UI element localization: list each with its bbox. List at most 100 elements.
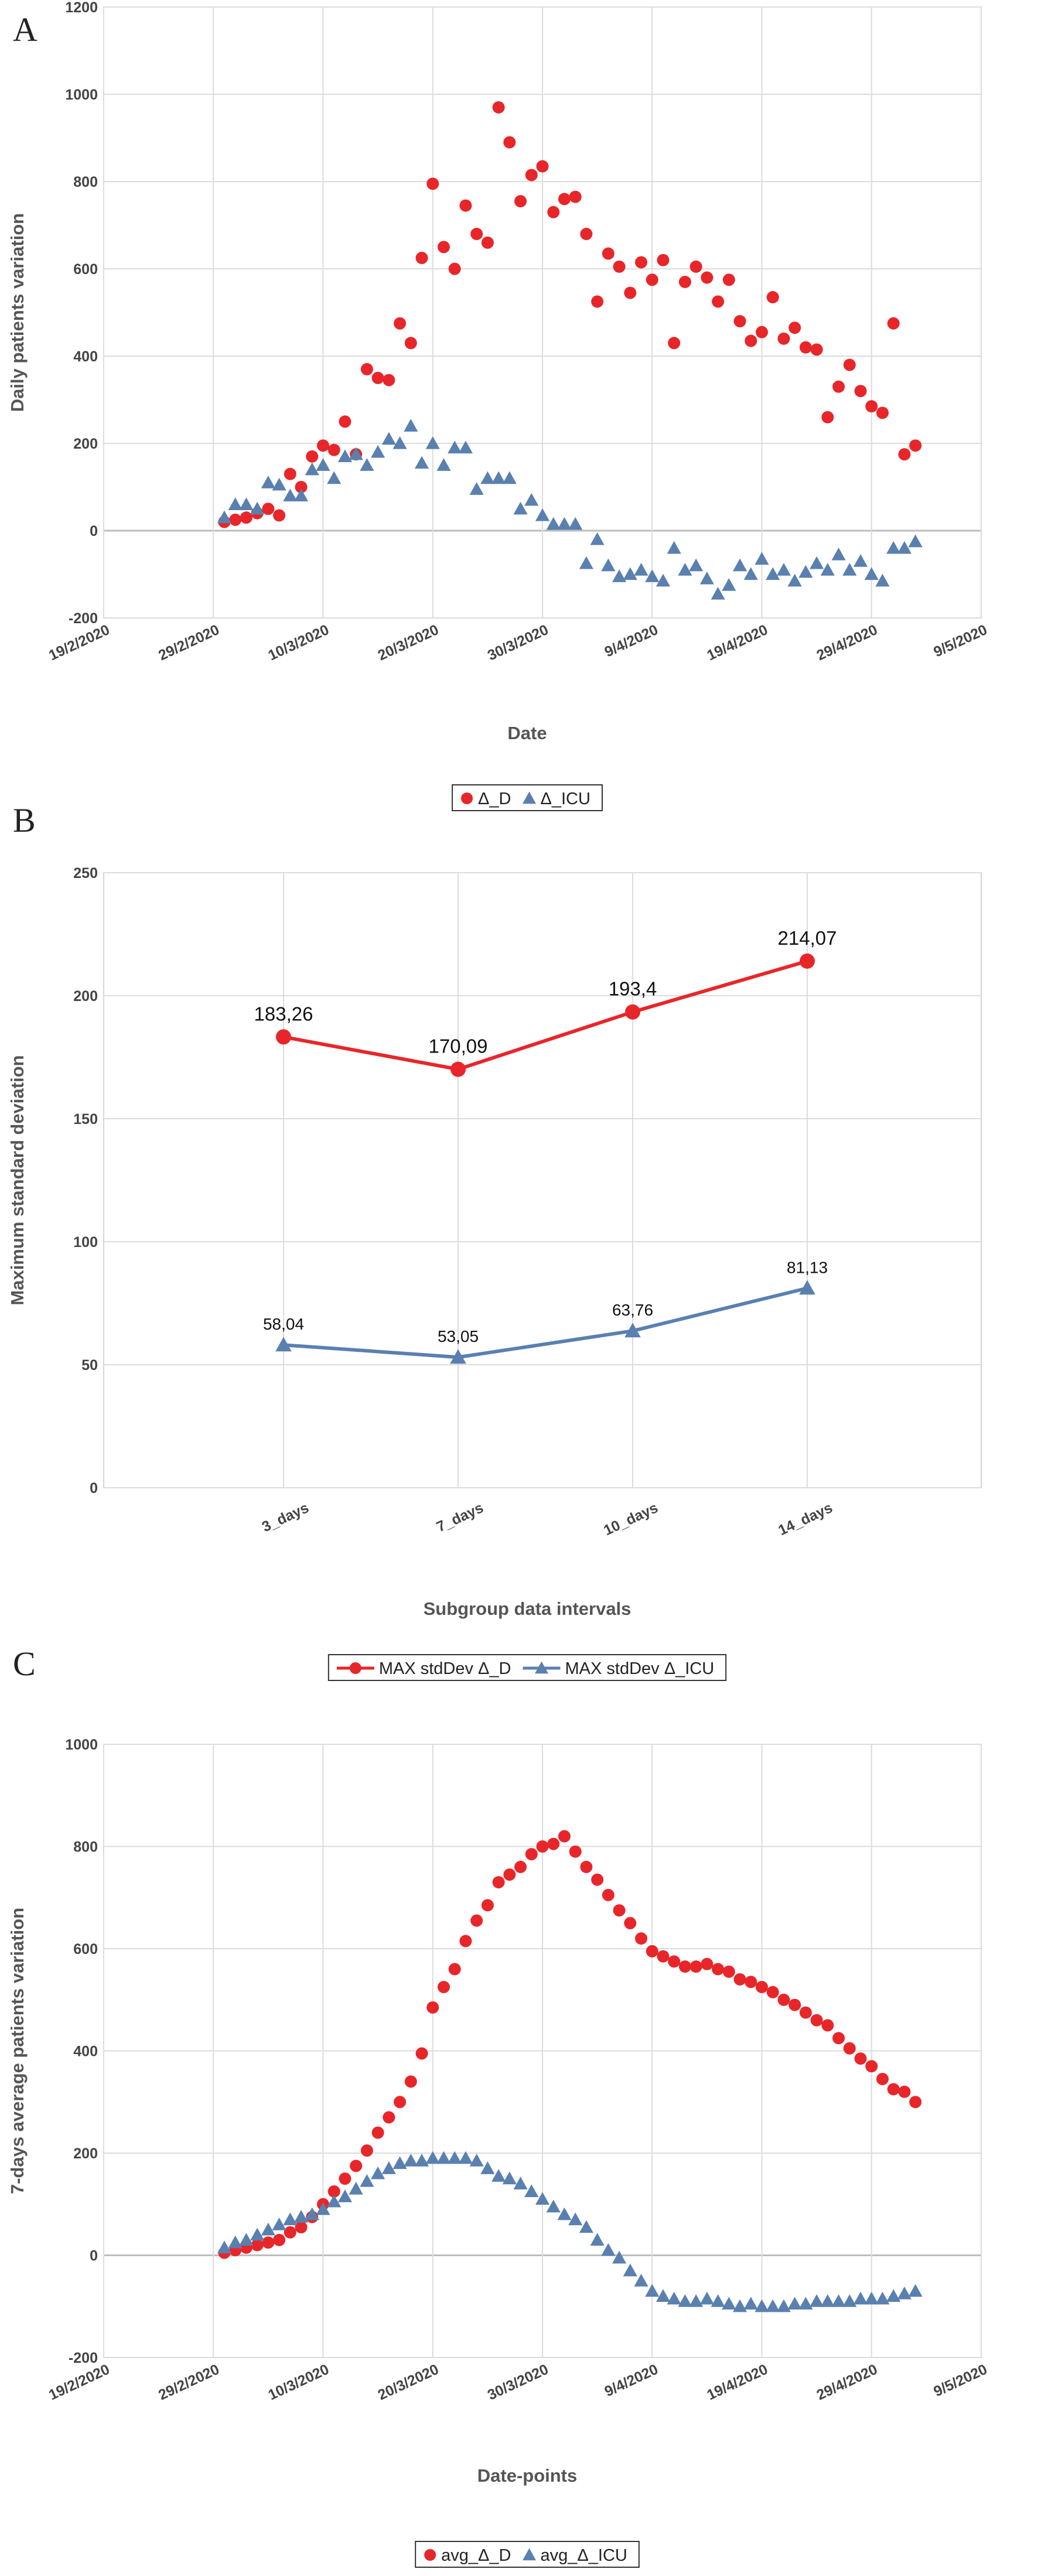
- data-point-triangle: [392, 436, 407, 449]
- data-point-triangle: [579, 2220, 593, 2233]
- data-point: [306, 450, 319, 463]
- x-tick-label: 29/2/2020: [156, 2361, 222, 2403]
- data-point-triangle: [886, 541, 901, 554]
- data-point-triangle: [853, 554, 868, 567]
- data-point-triangle: [743, 2297, 758, 2310]
- data-point-triangle: [381, 432, 396, 445]
- y-axis-title: Daily patients variation: [7, 213, 28, 412]
- data-point: [701, 1957, 714, 1970]
- data-point: [712, 295, 725, 308]
- data-point: [876, 2072, 889, 2085]
- data-label: 214,07: [778, 927, 837, 949]
- data-point: [514, 195, 527, 208]
- x-tick-label: 29/4/2020: [814, 2361, 880, 2403]
- series-line: [283, 1286, 808, 1359]
- data-point-triangle: [667, 541, 681, 554]
- data-point-triangle: [820, 2294, 835, 2307]
- data-point-triangle: [316, 2202, 330, 2215]
- data-point: [591, 295, 604, 308]
- panel-a-letter: A: [13, 11, 37, 49]
- data-point: [712, 1963, 725, 1976]
- data-point-triangle: [810, 2294, 824, 2307]
- data-point-triangle: [678, 562, 692, 576]
- data-point-triangle: [448, 2151, 462, 2164]
- y-tick-label: 0: [90, 523, 98, 539]
- plot-area: [103, 872, 982, 1488]
- data-point-triangle: [316, 458, 330, 471]
- x-tick-label: 10_days: [601, 1499, 660, 1539]
- data-point-triangle: [699, 2291, 714, 2305]
- x-tick-label: 30/3/2020: [485, 2361, 551, 2403]
- data-label: 170,09: [429, 1036, 488, 1057]
- data-point: [777, 1993, 790, 2006]
- legend-marker-triangle: [535, 1661, 548, 1674]
- data-point: [547, 1837, 560, 1850]
- data-point-triangle: [327, 2194, 342, 2208]
- legend-marker-triangle: [523, 2548, 536, 2561]
- data-point-triangle: [337, 2189, 353, 2202]
- legend: Δ_D Δ_ICU: [452, 784, 603, 811]
- data-point: [799, 2006, 812, 2019]
- data-point-triangle: [743, 567, 758, 580]
- data-point: [371, 2126, 384, 2139]
- x-tick-label: 3_days: [260, 1499, 312, 1535]
- x-tick-label: 20/3/2020: [375, 621, 442, 664]
- data-label: 58,04: [263, 1315, 304, 1333]
- data-point: [394, 2096, 407, 2109]
- data-point-triangle: [404, 419, 418, 432]
- data-point-triangle: [612, 569, 627, 582]
- data-point: [668, 1955, 681, 1968]
- legend-marker-circle: [349, 1662, 361, 1674]
- data-point: [898, 448, 911, 461]
- data-point-triangle: [502, 471, 517, 484]
- data-point-triangle: [228, 497, 243, 510]
- data-point: [450, 1061, 466, 1077]
- y-tick-label: 200: [73, 988, 98, 1005]
- data-point-triangle: [480, 471, 495, 484]
- data-point: [448, 1963, 461, 1976]
- data-point-triangle: [404, 2154, 418, 2167]
- data-point-triangle: [425, 2151, 440, 2164]
- data-point-triangle: [590, 532, 605, 545]
- data-point: [821, 2019, 834, 2032]
- y-tick-label: 400: [73, 349, 98, 365]
- data-point-triangle: [568, 517, 583, 530]
- y-tick-label: 0: [90, 1480, 98, 1497]
- data-point-triangle: [766, 567, 780, 580]
- data-point-triangle: [623, 567, 637, 580]
- data-point: [756, 1980, 768, 1993]
- y-tick-label: 800: [73, 1839, 98, 1856]
- data-point: [799, 341, 812, 354]
- data-point-triangle: [699, 571, 714, 585]
- data-point-triangle: [217, 2240, 232, 2254]
- y-tick-label: 1000: [65, 1737, 98, 1753]
- data-point-triangle: [239, 2233, 254, 2246]
- data-point: [470, 1914, 483, 1927]
- y-axis-title: Maximum standard deviation: [7, 1055, 28, 1305]
- data-point-triangle: [480, 2161, 495, 2174]
- data-point: [383, 2111, 395, 2124]
- y-tick-label: 800: [73, 174, 98, 190]
- data-point-triangle: [766, 2299, 780, 2312]
- data-point-triangle: [864, 2291, 879, 2305]
- y-tick-label: 250: [73, 865, 98, 882]
- data-point-triangle: [502, 2171, 517, 2185]
- data-point: [865, 2060, 878, 2073]
- legend-label: MAX stdDev Δ_D: [379, 1659, 511, 1678]
- data-label: 183,26: [254, 1003, 313, 1024]
- data-label: 53,05: [438, 1327, 479, 1345]
- x-axis-title: Subgroup data intervals: [424, 1598, 631, 1619]
- data-point: [437, 241, 450, 254]
- data-point: [898, 2085, 911, 2098]
- data-label: 193,4: [609, 978, 657, 1000]
- data-point: [832, 380, 845, 393]
- data-point: [284, 467, 296, 480]
- x-tick-label: 30/3/2020: [485, 621, 551, 664]
- x-tick-label: 14_days: [776, 1499, 835, 1539]
- panel-a: A -200 0 200 400 600 800 1000 1200 19/2/2020 29/2…: [7, 0, 990, 811]
- legend-label: avg_Δ_ICU: [541, 2546, 627, 2565]
- data-label: 81,13: [787, 1258, 828, 1276]
- y-tick-label: 400: [73, 2044, 98, 2060]
- data-point: [273, 509, 286, 522]
